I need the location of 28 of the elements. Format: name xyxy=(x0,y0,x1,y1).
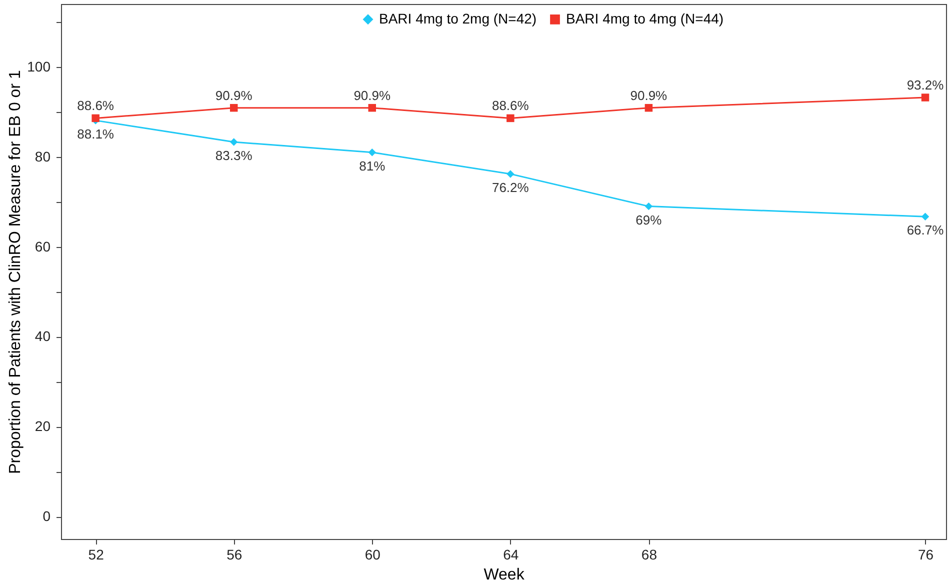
y-tick-label: 40 xyxy=(34,328,51,344)
y-tick-label: 80 xyxy=(34,148,51,164)
data-label: 83.3% xyxy=(215,148,253,164)
data-label: 93.2% xyxy=(906,78,944,93)
data-label: 88.1% xyxy=(77,126,114,142)
data-label: 90.9% xyxy=(354,88,391,103)
y-tick-label: 100 xyxy=(27,58,51,74)
x-tick-label: 60 xyxy=(364,546,381,562)
data-label: 88.6% xyxy=(492,98,530,114)
x-axis-title: Week xyxy=(484,566,526,584)
data-label: 90.9% xyxy=(215,88,253,103)
data-label: 69% xyxy=(636,212,662,228)
y-tick-label: 20 xyxy=(34,418,51,434)
data-label: 88.6% xyxy=(77,98,114,114)
data-label: 66.7% xyxy=(906,222,944,238)
y-axis-title: Proportion of Patients with ClinRO Measure for EB 0 or 1 xyxy=(7,70,24,474)
x-tick-label: 76 xyxy=(918,546,934,562)
y-tick-label: 0 xyxy=(42,508,51,524)
data-label: 90.9% xyxy=(630,88,668,103)
y-tick-label: 60 xyxy=(34,238,51,254)
x-tick-label: 56 xyxy=(226,546,242,562)
legend-label: BARI 4mg to 2mg (N=42) xyxy=(379,10,537,26)
data-label: 76.2% xyxy=(492,180,530,195)
legend-label: BARI 4mg to 4mg (N=44) xyxy=(566,10,724,26)
x-tick-label: 68 xyxy=(641,546,658,562)
data-label: 81% xyxy=(359,158,386,174)
x-tick-label: 52 xyxy=(88,546,104,562)
x-tick-label: 64 xyxy=(503,546,519,562)
